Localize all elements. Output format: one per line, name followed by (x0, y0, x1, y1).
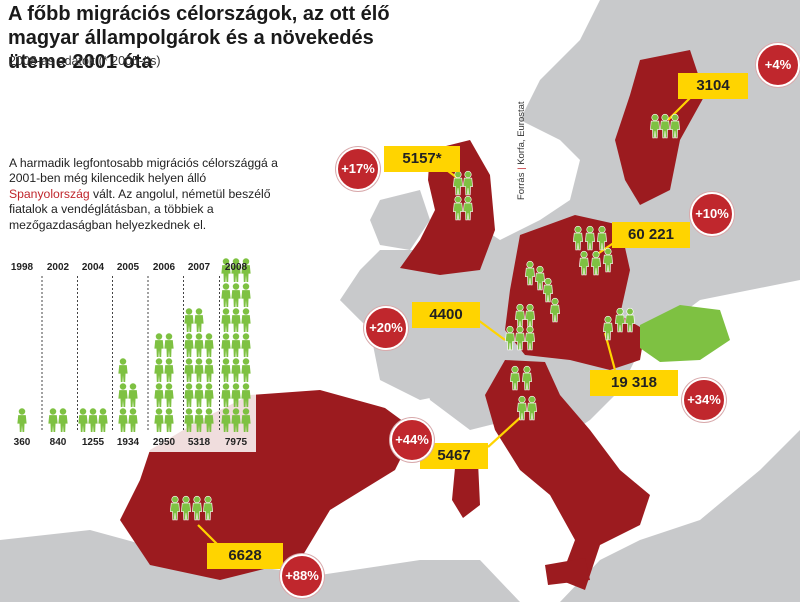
intro-before: A harmadik legfontosabb migrációs célors… (9, 156, 278, 186)
land-africa (0, 530, 520, 602)
growth-austria: +34% (682, 378, 726, 422)
region-sardinia-sicily (452, 462, 590, 585)
intro-highlight: Spanyolország (9, 186, 90, 201)
growth-germany: +10% (690, 192, 734, 236)
chart-count-label: 2950 (152, 437, 176, 448)
chart-count-label: 1255 (81, 437, 105, 448)
region-italy (485, 360, 650, 590)
chart-count-label: 840 (49, 437, 67, 448)
chart-year-label: 2006 (152, 262, 176, 273)
value-switzerland: 4400 (412, 302, 480, 328)
map-title: A főbb migrációs célországok, az ott élő… (8, 3, 390, 73)
chart-count-label: 360 (13, 437, 31, 448)
growth-uk: +17% (336, 147, 380, 191)
intro-text: A harmadik legfontosabb migrációs célors… (9, 156, 281, 233)
value-germany: 60 221 (612, 222, 690, 248)
intro-after: vált. Az angolul, németül beszélő fiatal… (9, 186, 271, 232)
chart-year-label: 2007 (187, 262, 211, 273)
value-uk: 5157* (384, 146, 460, 172)
region-hungary (640, 305, 730, 362)
source-note: Forrás | Korfa, Eurostat (516, 101, 527, 200)
value-sweden: 3104 (678, 73, 748, 99)
source-label: Forrás (516, 172, 527, 200)
chart-year-label: 2004 (81, 262, 105, 273)
growth-spain: +88% (280, 554, 324, 598)
chart-year-label: 2005 (116, 262, 140, 273)
map-subtitle: 2008-as adatok (* 2005-ös) (9, 54, 161, 68)
source-text: Korfa, Eurostat (516, 101, 527, 165)
growth-switzerland: +20% (364, 306, 408, 350)
growth-sweden: +4% (756, 43, 800, 87)
land-iceland-ireland (370, 190, 430, 250)
chart-count-label: 7975 (224, 437, 248, 448)
chart-year-label: 2008 (224, 262, 248, 273)
chart-guides (41, 276, 220, 432)
growth-italy: +44% (390, 418, 434, 462)
value-austria: 19 318 (590, 370, 678, 396)
chart-year-label: 1998 (10, 262, 34, 273)
chart-count-label: 5318 (187, 437, 211, 448)
value-spain: 6628 (207, 543, 283, 569)
chart-count-label: 1934 (116, 437, 140, 448)
chart-year-label: 2002 (46, 262, 70, 273)
